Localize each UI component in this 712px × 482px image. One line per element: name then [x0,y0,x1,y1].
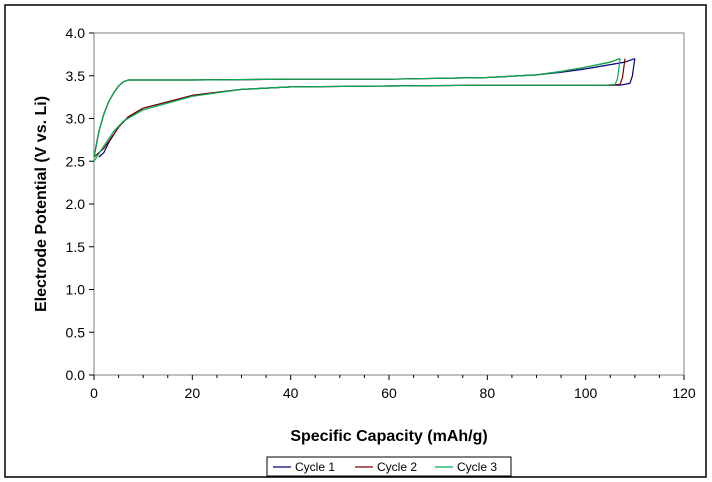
x-tick-label: 40 [283,385,299,401]
x-tick-label: 120 [672,385,696,401]
y-tick-label: 1.0 [66,282,86,298]
legend: Cycle 1 Cycle 2 Cycle 3 [266,456,512,477]
x-tick-label: 60 [381,385,397,401]
y-axis: 0.0 0.5 1.0 1.5 2.0 2.5 3.0 3.5 4.0 [66,25,94,383]
y-axis-title: Electrode Potential (V vs. Li) [33,96,50,312]
x-tick-label: 20 [185,385,201,401]
x-tick-label: 100 [574,385,598,401]
series-line-3-charge [93,58,621,158]
series-group [93,58,636,162]
legend-box [266,456,512,477]
y-tick-label: 0.0 [66,367,86,383]
y-tick-label: 4.0 [66,25,86,41]
y-tick-label: 2.5 [66,153,86,169]
y-tick-label: 3.5 [66,68,86,84]
x-tick-label: 0 [90,385,98,401]
y-tick-label: 1.5 [66,239,86,255]
y-tick-label: 0.5 [66,324,86,340]
legend-label: Cycle 1 [295,460,335,474]
x-axis-title: Specific Capacity (mAh/g) [290,428,487,445]
series-line-3-discharge [93,58,621,162]
legend-label: Cycle 3 [457,460,497,474]
legend-label: Cycle 2 [377,460,417,474]
y-tick-label: 2.0 [66,196,86,212]
x-axis: 0 20 40 60 80 100 120 [90,375,696,401]
x-tick-label: 80 [480,385,496,401]
y-tick-label: 3.0 [66,111,86,127]
plot-area [93,32,685,376]
